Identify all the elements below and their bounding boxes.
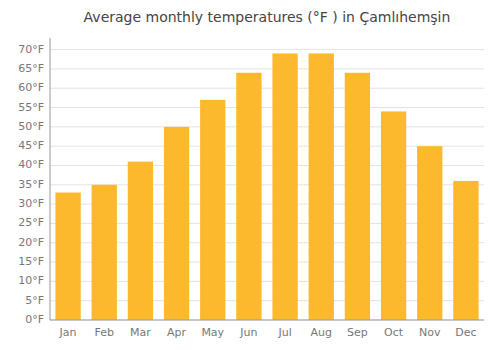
- x-tick-label: Aug: [311, 326, 332, 339]
- grid-line: [50, 88, 484, 89]
- bar: [453, 181, 478, 320]
- title: Average monthly temperatures (°F ) in Ça…: [84, 9, 451, 25]
- x-tick-label: Mar: [130, 326, 151, 339]
- x-tick-label: Nov: [419, 326, 441, 339]
- x-tick-label: Dec: [455, 326, 476, 339]
- y-tick-label: 40°F: [18, 158, 44, 171]
- y-tick-label: 65°F: [18, 62, 44, 75]
- grid-line: [50, 68, 484, 69]
- y-tick-label: 60°F: [18, 81, 44, 94]
- y-tick-label: 20°F: [18, 236, 44, 249]
- grid-line: [50, 126, 484, 127]
- x-tick-label: Jul: [277, 326, 291, 339]
- x-tick-label: Feb: [95, 326, 114, 339]
- x-tick-label: May: [201, 326, 224, 339]
- bars: [55, 53, 478, 320]
- y-tick-label: 25°F: [18, 216, 44, 229]
- grid-line: [50, 320, 484, 321]
- x-tick-label: Jun: [239, 326, 257, 339]
- bar: [164, 127, 189, 320]
- bar: [417, 146, 442, 320]
- y-tick-labels: 0°F 5°F 10°F 15°F 20°F 25°F 30°F 35°F 40°F 45°F 50…: [18, 43, 44, 326]
- bar: [236, 73, 261, 320]
- bar: [200, 100, 225, 320]
- y-tick-label: 45°F: [18, 139, 44, 152]
- y-tick-label: 50°F: [18, 120, 44, 133]
- bar: [272, 53, 297, 320]
- x-axis-line: [50, 320, 484, 321]
- grid-line: [50, 107, 484, 108]
- y-tick-label: 15°F: [18, 255, 44, 268]
- y-tick-label: 5°F: [25, 294, 44, 307]
- grid-line: [50, 49, 484, 50]
- y-grid: [50, 50, 484, 320]
- x-tick-label: Sep: [347, 326, 368, 339]
- y-tick-label: 55°F: [18, 101, 44, 114]
- chart-container: Average monthly temperatures (°F ) in Ça…: [0, 0, 500, 350]
- y-tick-label: 0°F: [25, 313, 44, 326]
- x-tick-labels: Jan Feb Mar Apr May Jun Jul Aug Sep Oct Nov Dec: [59, 326, 477, 339]
- bar: [381, 111, 406, 320]
- y-tick-label: 35°F: [18, 178, 44, 191]
- bar: [309, 53, 334, 320]
- chart: Average monthly temperatures (°F ) in Ça…: [0, 0, 500, 350]
- x-tick-label: Oct: [384, 326, 404, 339]
- bar: [345, 73, 370, 320]
- y-tick-label: 10°F: [18, 274, 44, 287]
- x-tick-label: Jan: [59, 326, 77, 339]
- y-tick-label: 30°F: [18, 197, 44, 210]
- bar: [128, 162, 153, 320]
- y-axis-line: [50, 38, 51, 320]
- x-tick-label: Apr: [167, 326, 187, 339]
- bar: [55, 193, 80, 320]
- y-tick-label: 70°F: [18, 43, 44, 56]
- bar: [92, 185, 117, 320]
